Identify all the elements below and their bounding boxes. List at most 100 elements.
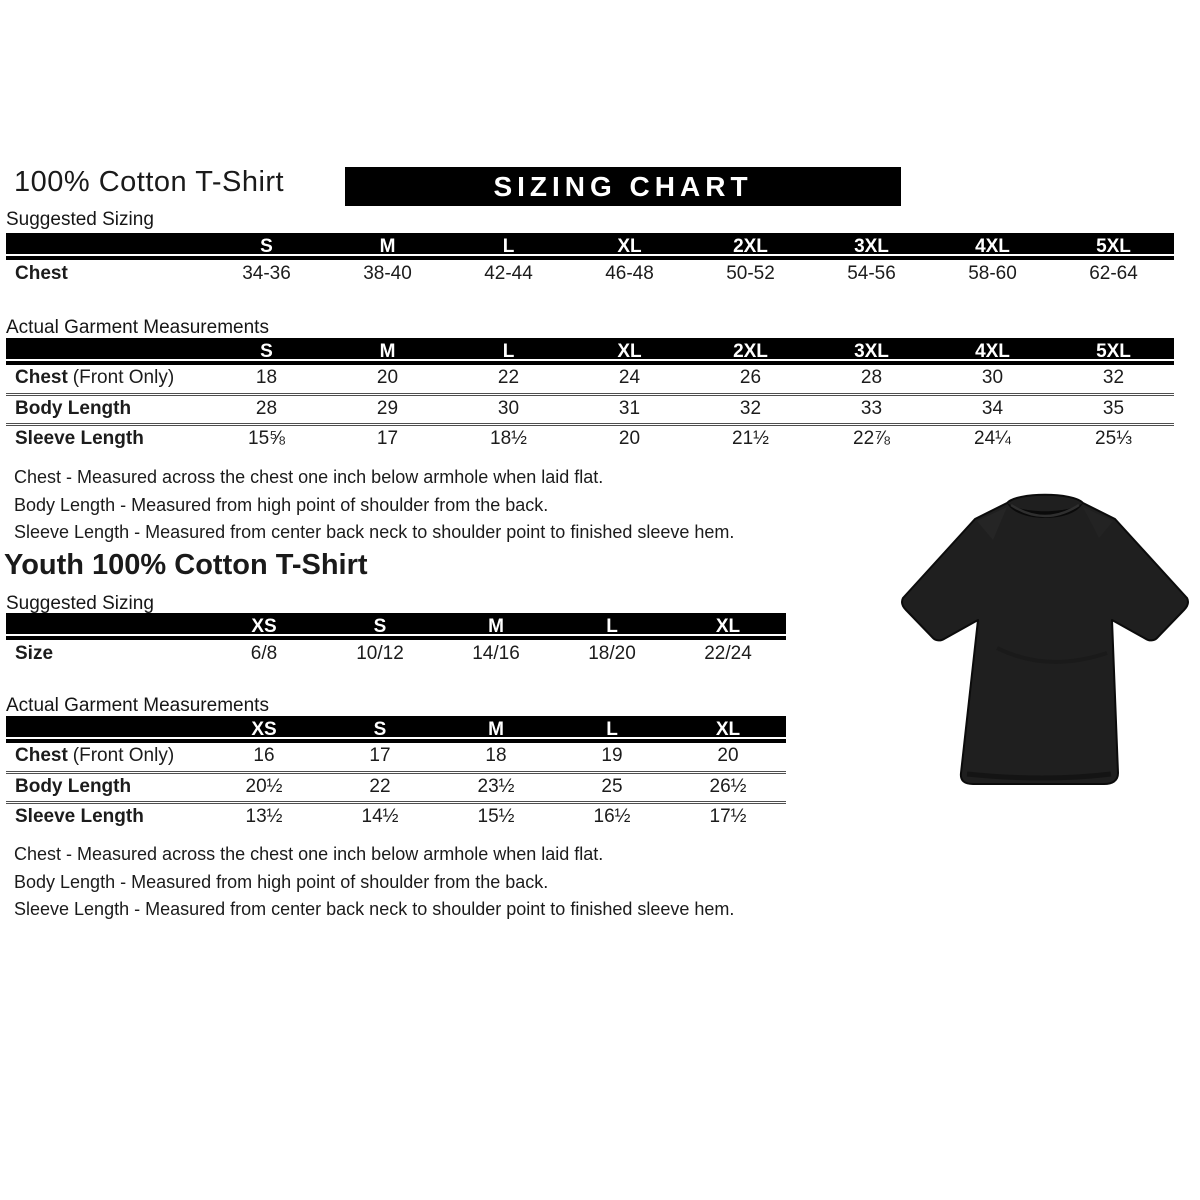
table-cell: 23½	[438, 770, 554, 802]
table-row-chest: Chest (Front Only) 18 20 22 24 26 28 30 3…	[6, 365, 1174, 394]
table-cell: 24	[618, 367, 641, 389]
column-header: 4XL	[932, 233, 1053, 260]
row-label: Size	[15, 643, 54, 664]
table-cell: 26	[739, 367, 762, 389]
table-cell: 19	[601, 745, 623, 767]
table-cell: 42-44	[484, 263, 533, 284]
tshirt-collar	[1007, 503, 1083, 518]
table-cell: 32	[1102, 367, 1125, 389]
table-cell: 46-48	[605, 263, 654, 284]
table-cell: 14/16	[472, 643, 520, 664]
column-header: 2XL	[690, 233, 811, 260]
header-row: XS S M L XL	[6, 613, 786, 640]
table-cell: 31	[569, 392, 690, 424]
youth-suggested-sizing-table-wrap: XS S M L XL Size 6/8 10/12 14/16 18/20 2…	[6, 613, 786, 669]
adult-actual-measurements-table-wrap: S M L XL 2XL 3XL 4XL 5XL Chest (Front Onl…	[6, 338, 1174, 453]
column-header: M	[438, 613, 554, 640]
table-cell: 58-60	[968, 263, 1017, 284]
adult-suggested-sizing-label: Suggested Sizing	[6, 209, 154, 230]
adult-suggested-sizing-table: S M L XL 2XL 3XL 4XL 5XL Chest 34-36 38-…	[6, 233, 1174, 289]
youth-actual-measurements-table: XS S M L XL Chest (Front Only) 16 17 18 1…	[6, 716, 786, 831]
table-cell: 30	[981, 367, 1004, 389]
tshirt-body	[901, 493, 1189, 785]
table-cell: 54-56	[847, 263, 896, 284]
note-chest: Chest - Measured across the chest one in…	[14, 467, 604, 487]
header-row: S M L XL 2XL 3XL 4XL 5XL	[6, 233, 1174, 260]
table-cell: 16	[253, 745, 275, 767]
note-sleeve-length: Sleeve Length - Measured from center bac…	[14, 522, 735, 542]
table-cell: 18½	[448, 422, 569, 453]
table-cell: 17½	[670, 800, 786, 831]
table-cell: 13½	[206, 800, 322, 831]
table-cell: 34	[932, 392, 1053, 424]
tshirt-chest-wrinkle	[996, 646, 1108, 664]
row-label: Chest	[15, 263, 68, 284]
tshirt-hem-shadow	[966, 771, 1112, 781]
column-header: L	[554, 613, 670, 640]
table-row-body-length: Body Length 28 29 30 31 32 33 34 35	[6, 392, 1174, 424]
table-cell: 30	[448, 392, 569, 424]
header-row: XS S M L XL	[6, 716, 786, 743]
table-cell: 10/12	[356, 643, 404, 664]
table-cell: 34-36	[242, 263, 291, 284]
row-label: Sleeve Length	[6, 422, 206, 453]
table-cell: 18/20	[588, 643, 636, 664]
table-cell: 6/8	[250, 643, 278, 664]
table-row: Chest 34-36 38-40 42-44 46-48 50-52 54-5…	[6, 260, 1174, 289]
youth-actual-measurements-table-wrap: XS S M L XL Chest (Front Only) 16 17 18 1…	[6, 716, 786, 831]
column-header: 4XL	[932, 338, 1053, 365]
table-cell: 20	[376, 367, 399, 389]
tshirt-collar-rib	[1010, 503, 1080, 518]
row-label: Chest (Front Only)	[15, 745, 175, 767]
column-header: 3XL	[811, 338, 932, 365]
column-header: XL	[569, 338, 690, 365]
column-header: L	[448, 233, 569, 260]
table-cell: 50-52	[726, 263, 775, 284]
table-cell: 26½	[670, 770, 786, 802]
column-header: XL	[670, 716, 786, 743]
table-cell: 28	[860, 367, 883, 389]
adult-actual-measurements-label: Actual Garment Measurements	[6, 317, 269, 338]
table-cell: 24¼	[932, 422, 1053, 453]
tshirt-photo	[897, 478, 1193, 800]
column-header: M	[438, 716, 554, 743]
tshirt-shoulder-highlight-right	[1083, 507, 1113, 538]
page-title: 100% Cotton T-Shirt	[14, 166, 285, 198]
table-cell: 16½	[554, 800, 670, 831]
table-cell: 38-40	[363, 263, 412, 284]
table-cell: 62-64	[1089, 263, 1138, 284]
table-cell: 25	[554, 770, 670, 802]
row-label: Sleeve Length	[6, 800, 206, 831]
row-label: Body Length	[6, 770, 206, 802]
column-header: S	[322, 716, 438, 743]
table-cell: 18	[485, 745, 507, 767]
column-header: XL	[670, 613, 786, 640]
table-cell: 22/24	[704, 643, 752, 664]
note-body-length: Body Length - Measured from high point o…	[14, 494, 549, 515]
column-header: 2XL	[690, 338, 811, 365]
table-cell: 15½	[438, 800, 554, 831]
table-cell: 22	[322, 770, 438, 802]
column-header: XS	[206, 613, 322, 640]
table-cell: 20	[717, 745, 739, 767]
table-cell: 22⅞	[811, 422, 932, 453]
table-cell: 18	[255, 367, 278, 389]
table-cell: 15⅝	[206, 422, 327, 453]
column-header-blank	[6, 716, 206, 743]
table-row-sleeve-length: Sleeve Length 13½ 14½ 15½ 16½ 17½	[6, 800, 786, 831]
table-cell: 14½	[322, 800, 438, 831]
header-row: S M L XL 2XL 3XL 4XL 5XL	[6, 338, 1174, 365]
row-label: Chest (Front Only)	[15, 367, 175, 389]
youth-section-title: Youth 100% Cotton T-Shirt	[4, 549, 368, 581]
column-header: 3XL	[811, 233, 932, 260]
column-header: S	[206, 338, 327, 365]
tshirt-image	[901, 493, 1189, 785]
tshirt-shoulder-highlight-left	[977, 507, 1007, 540]
column-header: S	[322, 613, 438, 640]
note-body-length: Body Length - Measured from high point o…	[14, 871, 549, 892]
adult-suggested-sizing-table-wrap: S M L XL 2XL 3XL 4XL 5XL Chest 34-36 38-…	[6, 233, 1174, 289]
table-row-size: Size 6/8 10/12 14/16 18/20 22/24	[6, 640, 786, 669]
column-header-blank	[6, 233, 206, 260]
youth-suggested-sizing-label: Suggested Sizing	[6, 593, 154, 614]
column-header: M	[327, 338, 448, 365]
